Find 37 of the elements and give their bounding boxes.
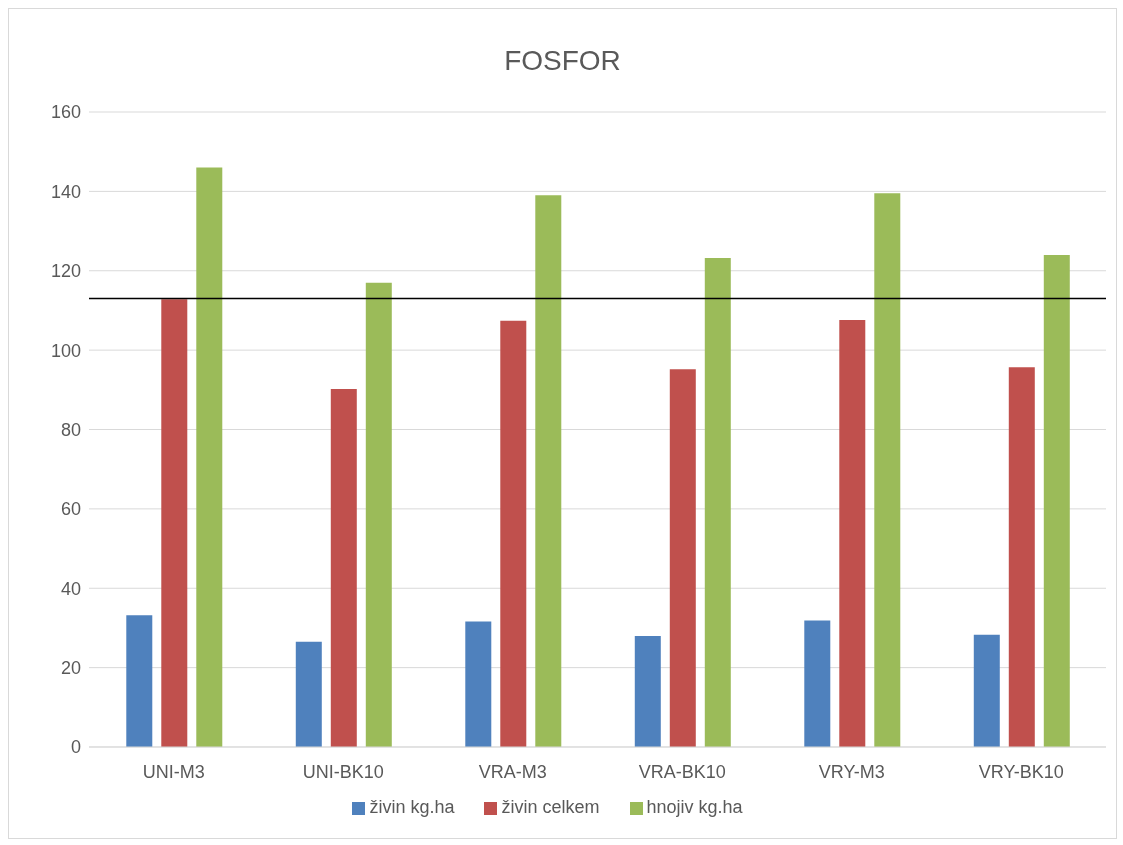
- bar: [804, 620, 831, 747]
- bar: [1043, 254, 1070, 747]
- bar: [126, 615, 153, 747]
- x-tick-label: VRA-M3: [478, 761, 547, 782]
- bar: [839, 319, 866, 747]
- legend-label: živin celkem: [501, 797, 600, 817]
- bar: [465, 621, 492, 747]
- y-tick-label: 80: [60, 419, 81, 440]
- y-tick-label: 20: [60, 658, 81, 679]
- x-tick-label: VRY-BK10: [978, 761, 1064, 782]
- bar: [161, 299, 188, 747]
- bar: [196, 167, 223, 747]
- x-tick-label: UNI-M3: [142, 761, 205, 782]
- bar: [500, 320, 527, 747]
- bar: [295, 641, 322, 747]
- bar: [973, 634, 1000, 747]
- x-tick-label: UNI-BK10: [302, 761, 384, 782]
- bar: [874, 193, 901, 747]
- chart-title: FOSFOR: [503, 45, 622, 77]
- y-tick-label: 100: [50, 340, 81, 361]
- bar: [1008, 367, 1035, 747]
- bar: [704, 258, 731, 747]
- y-tick-label: 140: [50, 181, 81, 202]
- bar: [365, 282, 392, 747]
- legend-label: živin kg.ha: [369, 797, 455, 817]
- y-tick-label: 120: [50, 261, 81, 282]
- bar: [330, 389, 357, 747]
- y-tick-label: 40: [60, 578, 81, 599]
- x-tick-label: VRY-M3: [818, 761, 885, 782]
- bar: [535, 195, 562, 747]
- bar: [669, 369, 696, 747]
- x-tick-label: VRA-BK10: [638, 761, 726, 782]
- y-tick-label: 160: [50, 102, 81, 123]
- legend-label: hnojiv kg.ha: [646, 797, 743, 817]
- y-tick-label: 0: [70, 737, 81, 758]
- y-tick-label: 60: [60, 499, 81, 520]
- bar: [634, 635, 661, 747]
